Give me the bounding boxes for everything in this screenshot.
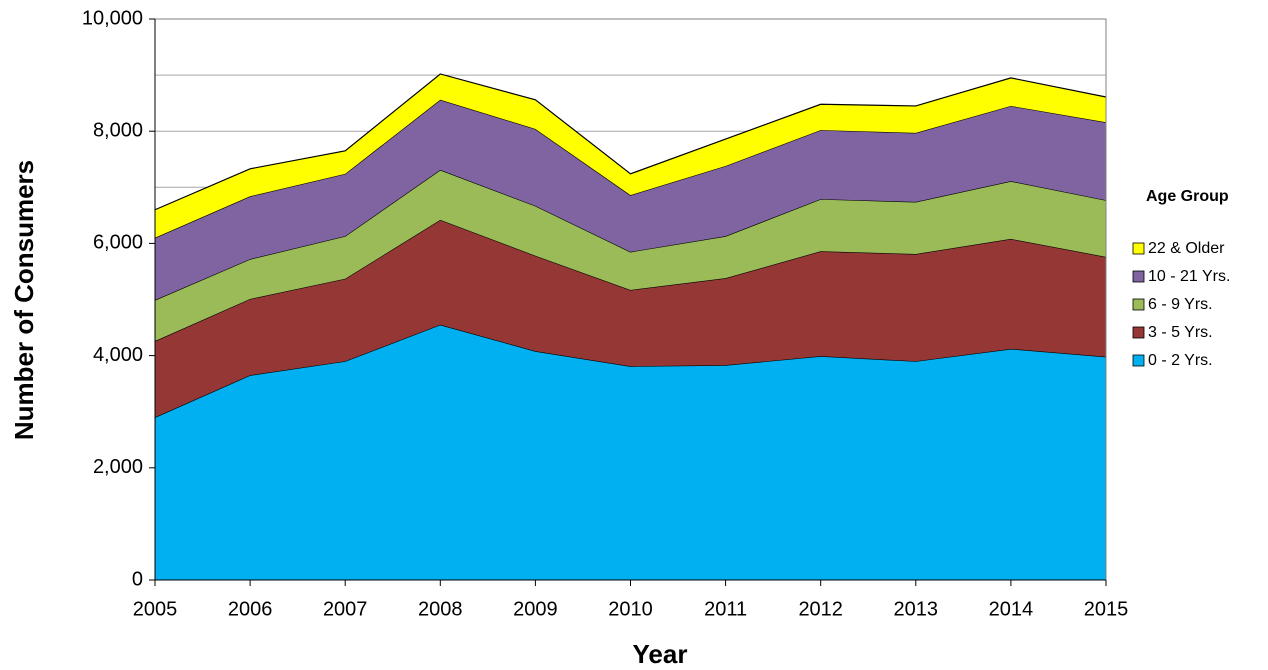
x-tick-label: 2014: [989, 598, 1034, 620]
x-tick-label: 2006: [228, 598, 273, 620]
legend-swatch: [1132, 298, 1145, 311]
area: [155, 99, 1106, 301]
legend-swatch: [1132, 270, 1145, 283]
area: [155, 219, 1106, 418]
area: [155, 169, 1106, 342]
x-tick-label: 2005: [133, 598, 178, 620]
area-edge: [154, 73, 1107, 211]
x-tick-label: 2007: [323, 598, 368, 620]
x-tick-label: 2011: [704, 598, 747, 620]
legend-title: Age Group: [1146, 188, 1229, 205]
x-tick-label: 2012: [798, 598, 843, 620]
y-tick-label: 2,000: [93, 456, 143, 478]
y-tick-label: 8,000: [93, 119, 143, 141]
legend-label: 22 & Older: [1148, 240, 1225, 257]
legend-label: 10 - 21 Yrs.: [1148, 268, 1230, 285]
x-axis-label: Year: [633, 639, 688, 669]
legend-swatch: [1132, 354, 1145, 367]
legend-swatch: [1132, 326, 1145, 339]
x-tick-label: 2008: [418, 598, 463, 620]
y-tick-label: 6,000: [93, 232, 143, 254]
legend-label: 3 - 5 Yrs.: [1148, 324, 1213, 341]
legend-label: 0 - 2 Yrs.: [1148, 352, 1213, 369]
y-tick-label: 4,000: [93, 344, 143, 366]
x-tick-label: 2009: [513, 598, 558, 620]
legend-label: 6 - 9 Yrs.: [1148, 296, 1213, 313]
area: [155, 324, 1106, 580]
y-tick-label: 0: [132, 568, 143, 590]
x-tick-label: 2013: [894, 598, 939, 620]
legend-swatch: [1132, 242, 1145, 255]
x-tick-label: 2015: [1084, 598, 1129, 620]
x-tick-label: 2010: [608, 598, 653, 620]
y-tick-label: 10,000: [82, 7, 143, 29]
y-axis-label: Number of Consumers: [9, 160, 39, 440]
area: [155, 73, 1106, 238]
